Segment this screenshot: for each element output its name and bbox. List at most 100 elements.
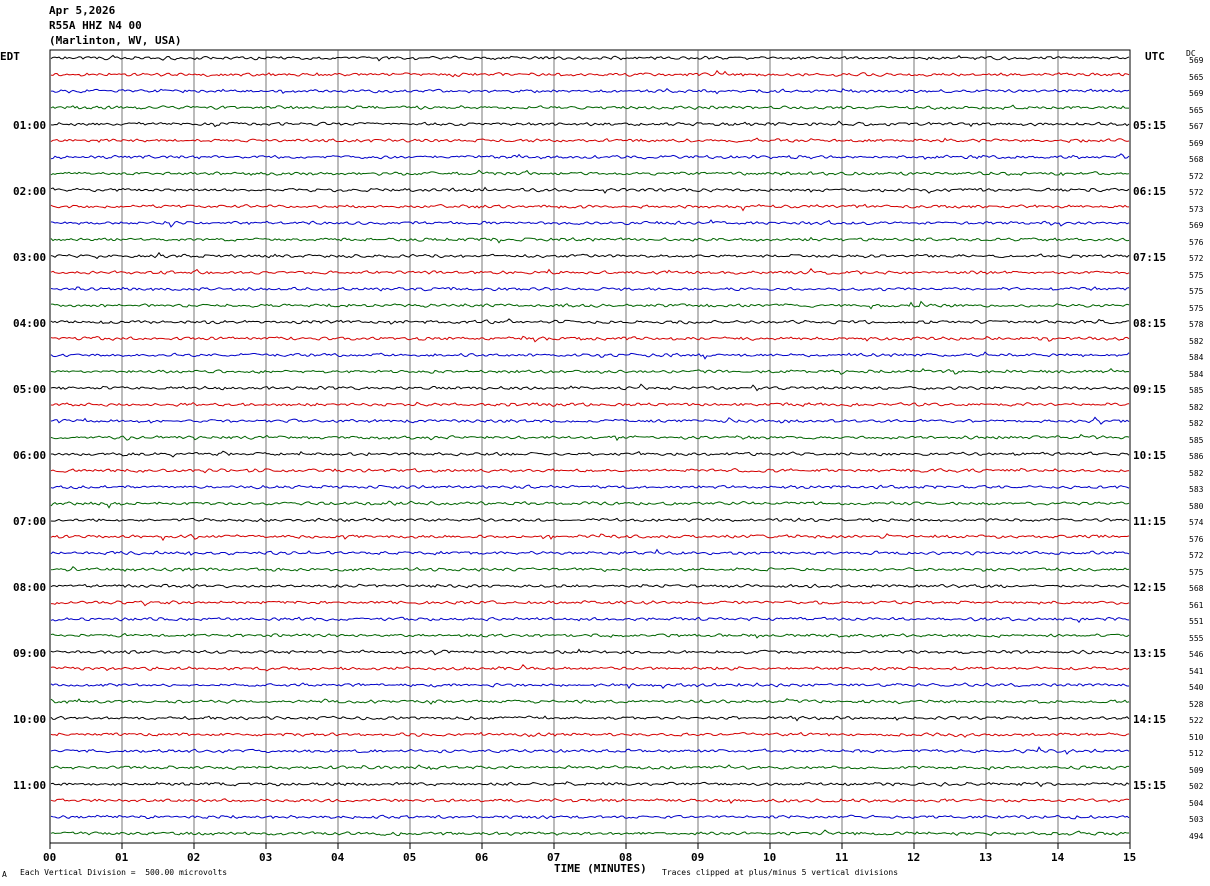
- x-axis-ticks: [49, 843, 1131, 849]
- seismic-trace: [50, 433, 1130, 442]
- dc-offset-label: 583: [1189, 485, 1204, 494]
- dc-offset-label: 585: [1189, 435, 1204, 445]
- left-hour-label: 07:00: [13, 515, 47, 528]
- dc-offset-label: 585: [1189, 386, 1204, 395]
- dc-offset-label: 567: [1189, 122, 1204, 131]
- x-tick-label: 10: [763, 851, 777, 864]
- dc-offset-label: 569: [1189, 89, 1204, 98]
- seismic-trace: [50, 416, 1130, 425]
- dc-offset-label: 576: [1189, 237, 1204, 247]
- seismic-trace: [50, 450, 1130, 458]
- dc-label: DC: [1186, 49, 1196, 58]
- dc-offset-label: 561: [1189, 600, 1204, 610]
- right-hour-label: 13:15: [1133, 647, 1167, 660]
- seismic-trace: [50, 186, 1130, 194]
- x-axis-title: TIME (MINUTES): [554, 862, 647, 875]
- dc-offset-label: 568: [1189, 584, 1204, 593]
- x-tick-label: 14: [1051, 851, 1065, 864]
- dc-offset-label: 569: [1189, 138, 1204, 148]
- seismic-trace: [50, 829, 1130, 836]
- dc-offset-label: 574: [1189, 518, 1204, 527]
- seismic-trace: [50, 583, 1130, 589]
- seismic-trace: [50, 69, 1130, 78]
- dc-offset-label: 584: [1189, 369, 1204, 379]
- seismic-trace: [50, 87, 1130, 95]
- dc-offset-label: 503: [1189, 815, 1204, 824]
- dc-offset-label: 510: [1189, 732, 1204, 742]
- dc-offset-label: 582: [1189, 336, 1204, 346]
- seismic-trace: [50, 682, 1130, 690]
- dc-offset-label: 540: [1189, 683, 1204, 692]
- x-tick-label: 15: [1123, 851, 1137, 864]
- seismic-trace: [50, 120, 1130, 128]
- dc-offset-label: 509: [1189, 765, 1204, 775]
- seismic-trace: [50, 335, 1130, 343]
- left-timezone-label: EDT: [0, 50, 20, 63]
- dc-offset-label: 522: [1189, 716, 1204, 725]
- station-location: (Marlinton, WV, USA): [49, 34, 182, 47]
- seismic-trace: [50, 251, 1130, 260]
- plot-date: Apr 5,2026: [49, 4, 116, 17]
- right-hour-label: 08:15: [1133, 317, 1167, 330]
- plot-grid: [49, 49, 1131, 844]
- seismic-trace: [50, 746, 1130, 755]
- dc-offset-label: 582: [1189, 402, 1204, 412]
- seismic-trace: [50, 267, 1130, 275]
- right-hour-label: 12:15: [1133, 581, 1167, 594]
- plot-frame: [49, 49, 1131, 844]
- x-tick-label: 04: [331, 851, 345, 864]
- x-tick-label: 12: [907, 851, 921, 864]
- seismic-trace: [50, 616, 1130, 624]
- left-hour-label: 03:00: [13, 251, 47, 264]
- x-tick-label: 05: [403, 851, 417, 864]
- dc-offset-label: 575: [1189, 303, 1204, 313]
- seismic-trace: [50, 383, 1130, 392]
- dc-offset-label: 572: [1189, 188, 1204, 197]
- seismic-trace: [50, 137, 1130, 143]
- seismic-trace: [50, 731, 1130, 738]
- dc-offset-label: 512: [1189, 749, 1204, 758]
- dc-offset-label: 546: [1189, 650, 1204, 659]
- right-hour-label: 05:15: [1133, 119, 1167, 132]
- left-hour-label: 01:00: [13, 119, 47, 132]
- dc-offset-label: 502: [1189, 782, 1204, 791]
- left-hour-label: 06:00: [13, 449, 47, 462]
- x-tick-label: 11: [835, 851, 849, 864]
- x-tick-label: 08: [619, 851, 633, 864]
- seismic-trace: [50, 663, 1130, 672]
- seismic-trace: [50, 548, 1130, 556]
- seismic-trace: [50, 566, 1130, 573]
- seismic-trace: [50, 153, 1130, 160]
- seismic-trace: [50, 286, 1130, 292]
- dc-offset-label: 569: [1189, 221, 1204, 230]
- dc-offset-label: 578: [1189, 320, 1204, 329]
- dc-offset-label: 575: [1189, 287, 1204, 296]
- seismic-trace: [50, 169, 1130, 177]
- seismic-trace: [50, 600, 1130, 607]
- right-hour-label: 07:15: [1133, 251, 1167, 264]
- seismic-trace: [50, 798, 1130, 804]
- seismic-trace: [50, 517, 1130, 523]
- left-hour-label: 08:00: [13, 581, 47, 594]
- left-hour-label: 10:00: [13, 713, 47, 726]
- left-hour-label: 04:00: [13, 317, 47, 330]
- x-tick-label: 01: [115, 851, 129, 864]
- dc-offset-label: 572: [1189, 254, 1204, 263]
- seismic-trace: [50, 500, 1130, 509]
- x-tick-label: 09: [691, 851, 705, 864]
- seismic-trace: [50, 219, 1130, 228]
- seismic-trace: [50, 648, 1130, 656]
- left-hour-label: 11:00: [13, 779, 47, 792]
- dc-offset-label: 569: [1189, 56, 1204, 65]
- seismic-trace: [50, 764, 1130, 771]
- dc-offset-label: 580: [1189, 501, 1204, 511]
- dc-offset-label: 582: [1189, 419, 1204, 428]
- x-tick-label: 07: [547, 851, 561, 864]
- dc-offset-label: 565: [1189, 105, 1204, 115]
- seismic-trace: [50, 203, 1130, 212]
- seismic-trace: [50, 814, 1130, 820]
- seismic-trace: [50, 484, 1130, 490]
- seismic-trace: [50, 367, 1130, 375]
- seismic-trace: [50, 300, 1130, 310]
